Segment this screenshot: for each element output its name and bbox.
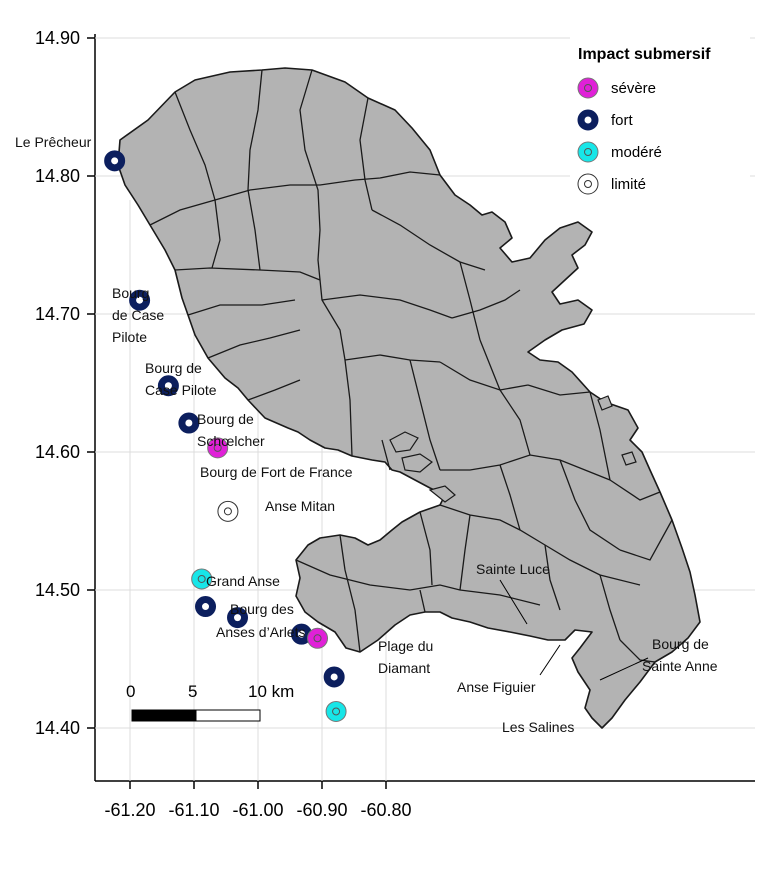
legend-label-severe: sévère [611,80,656,97]
label-schoelcher-a: Bourg de [197,411,254,427]
leader-lines [499,579,649,681]
legend-box [570,36,750,204]
x-tick-label: -60.90 [296,800,347,820]
label-schoelcher-b: Schœlcher [197,433,265,449]
label-anses-arlets-b: Anses d’Arlets [216,624,305,640]
y-tick-label: 14.50 [35,580,80,600]
scale-label-5: 5 [188,682,197,701]
x-tick-label: -61.00 [232,800,283,820]
coastal-islets [389,395,637,503]
plot-frame [94,34,755,782]
island-land [117,67,701,729]
label-diamant-b: Diamant [378,660,430,676]
site-marker [104,150,126,172]
scale-label-10: 10 km [248,682,294,701]
label-sainte-anne-a: Bourg de [652,636,709,652]
label-sainte-anne-b: Sainte Anne [642,658,718,674]
y-tick-label: 14.40 [35,718,80,738]
label-grand-anse: Grand Anse [206,573,280,589]
y-tick-label: 14.70 [35,304,80,324]
legend-label-fort: fort [611,112,634,129]
scale-segment-black [131,709,197,722]
y-tick-label: 14.60 [35,442,80,462]
label-fort-de-france: Bourg de Fort de France [200,464,353,480]
label-anses-arlets-a: Bourg des [230,601,294,617]
island-shape [117,67,701,729]
site-marker [227,607,249,629]
x-tick-label: -60.80 [360,800,411,820]
legend-label-limite: limité [611,176,646,193]
legend-marker-limite [577,173,599,195]
legend: Impact submersif sévère fort modéré limité [570,36,750,204]
site-marker [323,666,345,688]
x-tick-label: -61.20 [104,800,155,820]
site-marker [157,375,179,397]
legend-marker-fort [577,109,599,131]
y-axis-ticks: 14.90 14.80 14.70 14.60 14.50 14.40 [35,28,95,738]
site-marker [307,627,329,649]
label-diamant-a: Plage du [378,638,433,654]
scale-label-0: 0 [126,682,135,701]
site-marker [178,412,200,434]
scale-segment-white [195,709,261,722]
site-marker [325,700,347,722]
legend-marker-modere [577,141,599,163]
label-le-precheur: Le Prêcheur [15,134,92,150]
label-case-pilote-1c: Pilote [112,329,147,345]
label-anse-mitan: Anse Mitan [265,498,335,514]
scale-bar: 0 5 10 km [126,682,294,722]
label-sainte-luce: Sainte Luce [476,561,550,577]
legend-title: Impact submersif [578,46,711,63]
legend-label-modere: modéré [611,144,662,161]
site-labels: Le Prêcheur Bourg de Case Pilote Bourg d… [15,134,718,735]
label-case-pilote-2b: Case Pilote [145,382,217,398]
y-tick-label: 14.90 [35,28,80,48]
site-marker [217,500,239,522]
site-marker [207,437,229,459]
label-case-pilote-1b: de Case [112,307,164,323]
site-marker [129,289,151,311]
y-tick-label: 14.80 [35,166,80,186]
x-tick-label: -61.10 [168,800,219,820]
x-axis-ticks: -61.20 -61.10 -61.00 -60.90 -60.80 [104,781,412,820]
label-anse-figuier: Anse Figuier [457,679,536,695]
legend-items: sévère fort modéré limité [577,77,662,195]
site-marker [195,596,217,618]
site-marker [191,568,213,590]
label-case-pilote-2a: Bourg de [145,360,202,376]
site-markers [104,150,347,722]
label-les-salines: Les Salines [502,719,574,735]
legend-marker-severe [577,77,599,99]
commune-boundaries [149,69,673,663]
label-case-pilote-1a: Bourg [112,285,149,301]
